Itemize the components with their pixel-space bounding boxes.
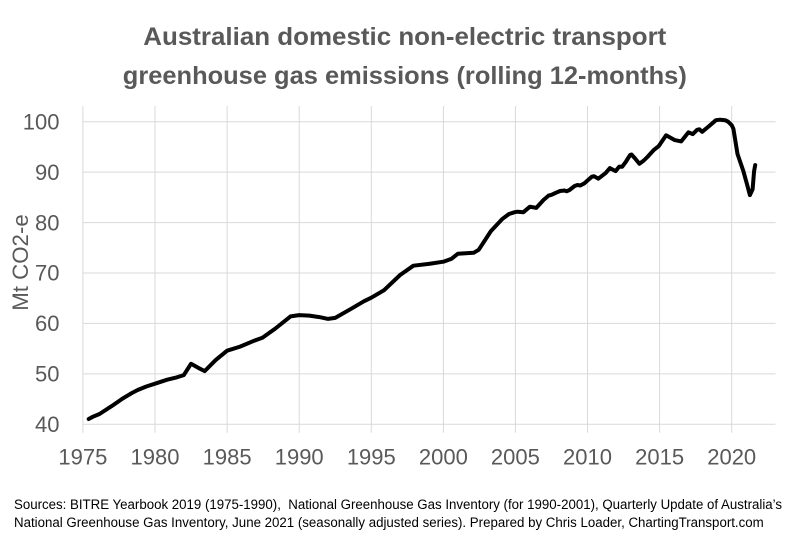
svg-text:Mt CO2-e: Mt CO2-e [8, 214, 33, 311]
svg-text:2020: 2020 [707, 444, 756, 469]
svg-text:90: 90 [35, 160, 59, 185]
svg-text:100: 100 [23, 109, 60, 134]
svg-text:National Greenhouse Gas Invent: National Greenhouse Gas Inventory, June … [14, 515, 764, 531]
svg-text:2015: 2015 [635, 444, 684, 469]
svg-text:2005: 2005 [491, 444, 540, 469]
svg-text:Australian domestic non-electr: Australian domestic non-electric transpo… [143, 23, 667, 51]
svg-text:60: 60 [35, 311, 59, 336]
svg-text:1980: 1980 [131, 444, 180, 469]
svg-text:80: 80 [35, 210, 59, 235]
svg-text:Sources: BITRE Yearbook 2019 (: Sources: BITRE Yearbook 2019 (1975-1990)… [14, 497, 782, 513]
svg-text:1975: 1975 [58, 444, 107, 469]
svg-text:greenhouse gas emissions (roll: greenhouse gas emissions (rolling 12-mon… [123, 62, 687, 90]
svg-text:2010: 2010 [563, 444, 612, 469]
svg-text:40: 40 [35, 412, 59, 437]
svg-text:1985: 1985 [203, 444, 252, 469]
svg-text:70: 70 [35, 261, 59, 286]
svg-text:1995: 1995 [347, 444, 396, 469]
svg-text:2000: 2000 [419, 444, 468, 469]
svg-text:50: 50 [35, 362, 59, 387]
svg-text:1990: 1990 [275, 444, 324, 469]
